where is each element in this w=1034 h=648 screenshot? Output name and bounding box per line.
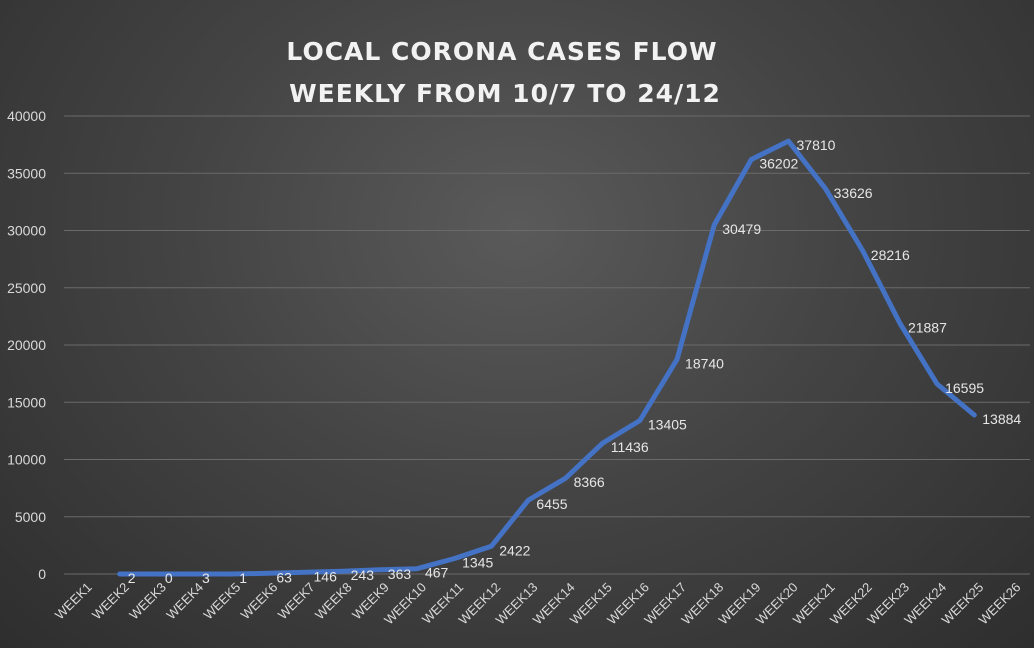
y-axis-ticks: 0 5000 10000 15000 20000 25000 30000 35000 40000: [7, 108, 46, 582]
data-label: 63: [276, 569, 292, 585]
data-label: 37810: [797, 137, 836, 153]
y-tick-label: 35000: [7, 165, 46, 181]
data-labels: 2 0 3 1 63 146 243 363 467 1345 2422 6455 8366 11436 1…: [128, 137, 1022, 586]
chart-title-line-2: WEEKLY FROM 10/7 TO 24/12: [289, 79, 721, 108]
data-label: 467: [425, 565, 449, 581]
data-label: 28216: [871, 247, 910, 263]
data-label: 8366: [574, 474, 605, 490]
data-label: 2: [128, 570, 136, 586]
data-label: 33626: [834, 185, 873, 201]
data-label: 1: [239, 570, 247, 586]
data-label: 13405: [648, 417, 687, 433]
data-label: 21887: [908, 319, 947, 335]
x-tick-label: WEEK2: [89, 580, 132, 623]
data-label: 2422: [499, 542, 530, 558]
data-label: 6455: [536, 496, 567, 512]
data-label: 13884: [982, 411, 1021, 427]
y-tick-label: 0: [38, 566, 46, 582]
data-label: 16595: [945, 380, 984, 396]
data-label: 11436: [611, 439, 649, 455]
x-axis-ticks: WEEK1WEEK2WEEK3WEEK4WEEK5WEEK6WEEK7WEEK8…: [52, 580, 1024, 628]
x-tick-label: WEEK1: [52, 580, 95, 623]
data-label: 1345: [462, 555, 493, 571]
y-tick-label: 20000: [7, 337, 46, 353]
x-tick-label: WEEK8: [312, 580, 355, 623]
data-label: 243: [351, 567, 375, 583]
chart-title-line-1: LOCAL CORONA CASES FLOW: [286, 37, 717, 66]
y-tick-label: 10000: [7, 452, 46, 468]
y-tick-label: 40000: [7, 108, 46, 124]
data-label: 18740: [685, 355, 724, 371]
data-label: 0: [165, 570, 173, 586]
series-line-layer: [117, 138, 977, 577]
y-tick-label: 5000: [15, 509, 46, 525]
data-label: 36202: [759, 155, 798, 171]
gridlines: [64, 115, 1030, 575]
data-label: 363: [388, 566, 412, 582]
y-tick-label: 30000: [7, 223, 46, 239]
y-tick-label: 15000: [7, 394, 46, 410]
data-label: 3: [202, 570, 210, 586]
y-tick-label: 25000: [7, 280, 46, 296]
series-line: [117, 138, 977, 577]
x-tick-label: WEEK7: [275, 580, 318, 623]
data-label: 30479: [722, 221, 761, 237]
data-label: 146: [314, 568, 338, 584]
